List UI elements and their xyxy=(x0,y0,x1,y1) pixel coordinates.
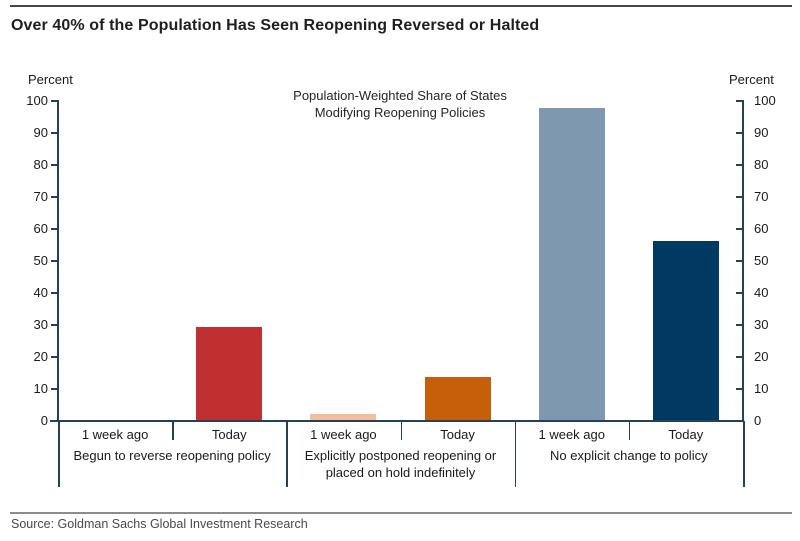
y-tick-label-right: 40 xyxy=(754,285,769,300)
source-text: Source: Goldman Sachs Global Investment … xyxy=(11,517,308,531)
y-tick-label-left: 0 xyxy=(40,413,48,428)
category-label: Today xyxy=(211,427,247,442)
y-tick-right xyxy=(736,228,743,230)
category-tick xyxy=(628,421,631,440)
bar xyxy=(424,377,491,420)
y-tick-label-left: 40 xyxy=(33,285,48,300)
y-tick-label-right: 30 xyxy=(754,317,769,332)
category-label: Today xyxy=(668,427,704,442)
y-tick-label-right: 90 xyxy=(754,125,769,140)
category-tick xyxy=(400,421,403,440)
group-label: Begun to reverse reopening policy xyxy=(58,448,286,465)
y-tick-label-left: 20 xyxy=(33,349,48,364)
y-tick-right xyxy=(736,100,743,102)
y-tick-label-right: 10 xyxy=(754,381,769,396)
group-label-line: Explicitly postponed reopening or xyxy=(304,448,497,463)
group-divider xyxy=(58,421,60,487)
y-tick-label-left: 80 xyxy=(33,157,48,172)
y-tick-right xyxy=(736,260,743,262)
top-divider xyxy=(10,5,792,7)
y-tick-label-right: 60 xyxy=(754,221,769,236)
y-tick-left xyxy=(51,196,58,198)
group-label: No explicit change to policy xyxy=(515,448,743,465)
y-tick-label-right: 80 xyxy=(754,157,769,172)
category-label: 1 week ago xyxy=(538,427,605,442)
category-label: 1 week ago xyxy=(310,427,377,442)
y-tick-right xyxy=(736,324,743,326)
group-label-line: Begun to reverse reopening policy xyxy=(73,448,271,463)
y-tick-left xyxy=(51,420,58,422)
y-tick-label-right: 50 xyxy=(754,253,769,268)
y-tick-label-right: 20 xyxy=(754,349,769,364)
y-axis-right-title: Percent xyxy=(729,72,774,87)
y-tick-left xyxy=(51,324,58,326)
y-tick-label-left: 70 xyxy=(33,189,48,204)
y-tick-label-left: 100 xyxy=(26,93,48,108)
group-divider xyxy=(743,421,745,487)
category-label: Today xyxy=(440,427,475,442)
bar xyxy=(196,327,263,420)
y-tick-right xyxy=(736,356,743,358)
y-tick-left xyxy=(51,260,58,262)
y-tick-left xyxy=(51,100,58,102)
y-tick-label-left: 10 xyxy=(33,381,48,396)
y-tick-left xyxy=(51,164,58,166)
bar xyxy=(310,414,377,420)
chart-title-line-2: Modifying Reopening Policies xyxy=(314,105,486,120)
page-title: Over 40% of the Population Has Seen Reop… xyxy=(11,17,540,34)
chart-title: Population-Weighted Share of States Modi… xyxy=(225,87,575,121)
y-tick-left xyxy=(51,292,58,294)
group-divider xyxy=(514,421,517,487)
y-tick-right xyxy=(736,292,743,294)
y-tick-label-left: 50 xyxy=(33,253,48,268)
y-tick-label-left: 60 xyxy=(33,221,48,236)
y-tick-label-right: 70 xyxy=(754,189,769,204)
bar xyxy=(652,241,719,420)
y-tick-right xyxy=(736,388,743,390)
y-tick-label-left: 30 xyxy=(33,317,48,332)
chart-title-line-1: Population-Weighted Share of States xyxy=(293,88,507,103)
bar xyxy=(538,108,605,420)
y-tick-label-left: 90 xyxy=(33,125,48,140)
y-tick-left xyxy=(51,132,58,134)
y-tick-right xyxy=(736,420,743,422)
x-axis-line xyxy=(50,420,744,422)
y-tick-label-right: 0 xyxy=(754,413,762,428)
y-tick-left xyxy=(51,228,58,230)
category-label: 1 week ago xyxy=(81,427,149,442)
y-tick-label-right: 100 xyxy=(754,93,776,108)
y-axis-left-title: Percent xyxy=(28,72,73,87)
y-tick-right xyxy=(736,164,743,166)
group-label: Explicitly postponed reopening or placed … xyxy=(286,448,514,481)
y-tick-right xyxy=(736,132,743,134)
group-divider xyxy=(286,421,288,487)
group-label-line: No explicit change to policy xyxy=(550,448,708,463)
y-tick-left xyxy=(51,388,58,390)
y-tick-right xyxy=(736,196,743,198)
y-tick-left xyxy=(51,356,58,358)
category-tick xyxy=(172,421,174,440)
group-label-line: placed on hold indefinitely xyxy=(325,464,476,480)
footer-divider xyxy=(10,512,792,514)
